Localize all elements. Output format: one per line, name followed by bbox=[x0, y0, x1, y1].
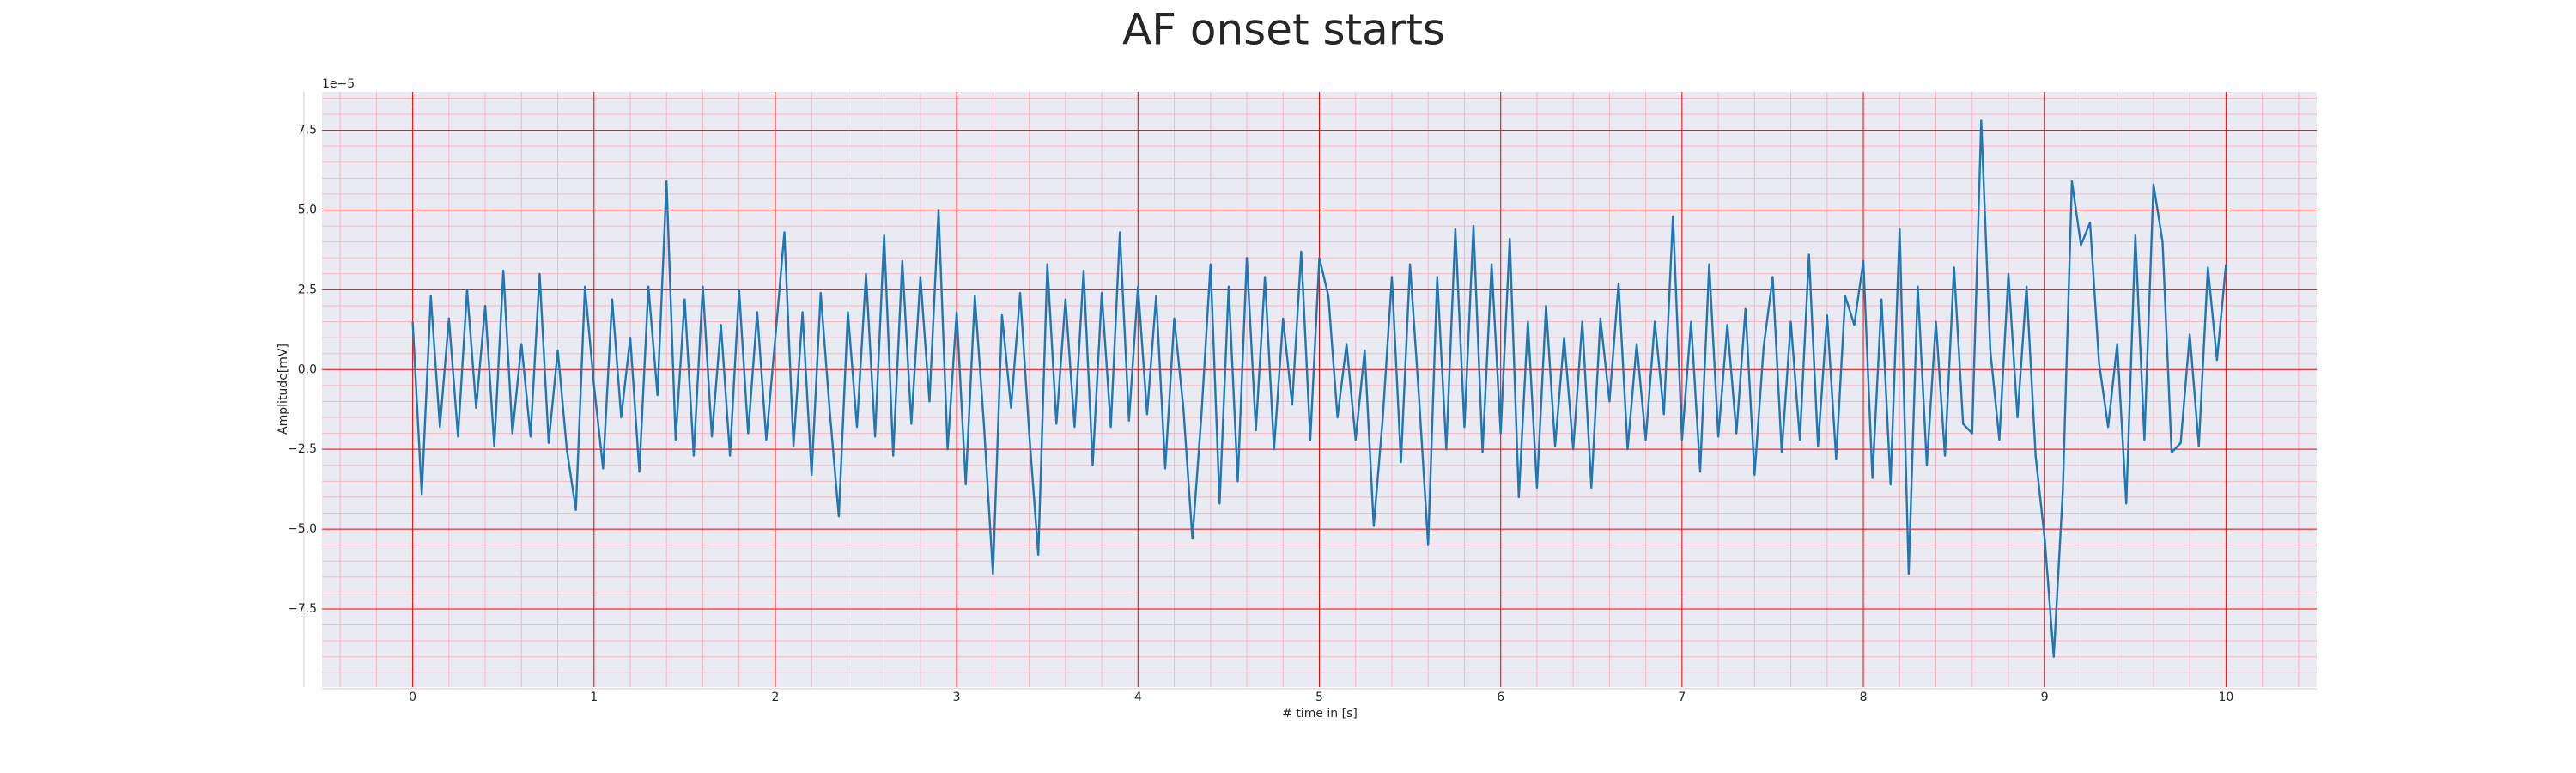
y-axis-label: Amplitude[mV] bbox=[276, 344, 290, 435]
x-axis-label: # time in [s] bbox=[1282, 707, 1358, 721]
x-tick-label: 6 bbox=[1497, 691, 1504, 704]
x-tick-label: 10 bbox=[2218, 691, 2233, 704]
y-tick-label: 5.0 bbox=[298, 203, 317, 216]
x-tick-label: 0 bbox=[409, 691, 416, 704]
y-tick-label: 2.5 bbox=[298, 283, 317, 296]
y-tick-label: 0.0 bbox=[298, 362, 317, 376]
y-tick-label: −5.0 bbox=[288, 522, 317, 536]
y-offset-label: 1e−5 bbox=[322, 77, 355, 91]
grid bbox=[303, 92, 2317, 690]
x-tick-label: 3 bbox=[953, 691, 961, 704]
chart-title: AF onset starts bbox=[1122, 5, 1445, 55]
y-tick-label: 7.5 bbox=[298, 124, 317, 137]
x-tick-label: 7 bbox=[1678, 691, 1686, 704]
x-tick-label: 2 bbox=[771, 691, 779, 704]
signal-line bbox=[411, 119, 2227, 658]
y-tick-label: −2.5 bbox=[288, 442, 317, 456]
x-tick-label: 9 bbox=[2041, 691, 2049, 704]
x-tick-label: 8 bbox=[1860, 691, 1868, 704]
x-tick-label: 1 bbox=[590, 691, 598, 704]
y-tick-label: −7.5 bbox=[288, 602, 317, 616]
x-tick-label: 4 bbox=[1134, 691, 1142, 704]
x-tick-label: 5 bbox=[1315, 691, 1323, 704]
